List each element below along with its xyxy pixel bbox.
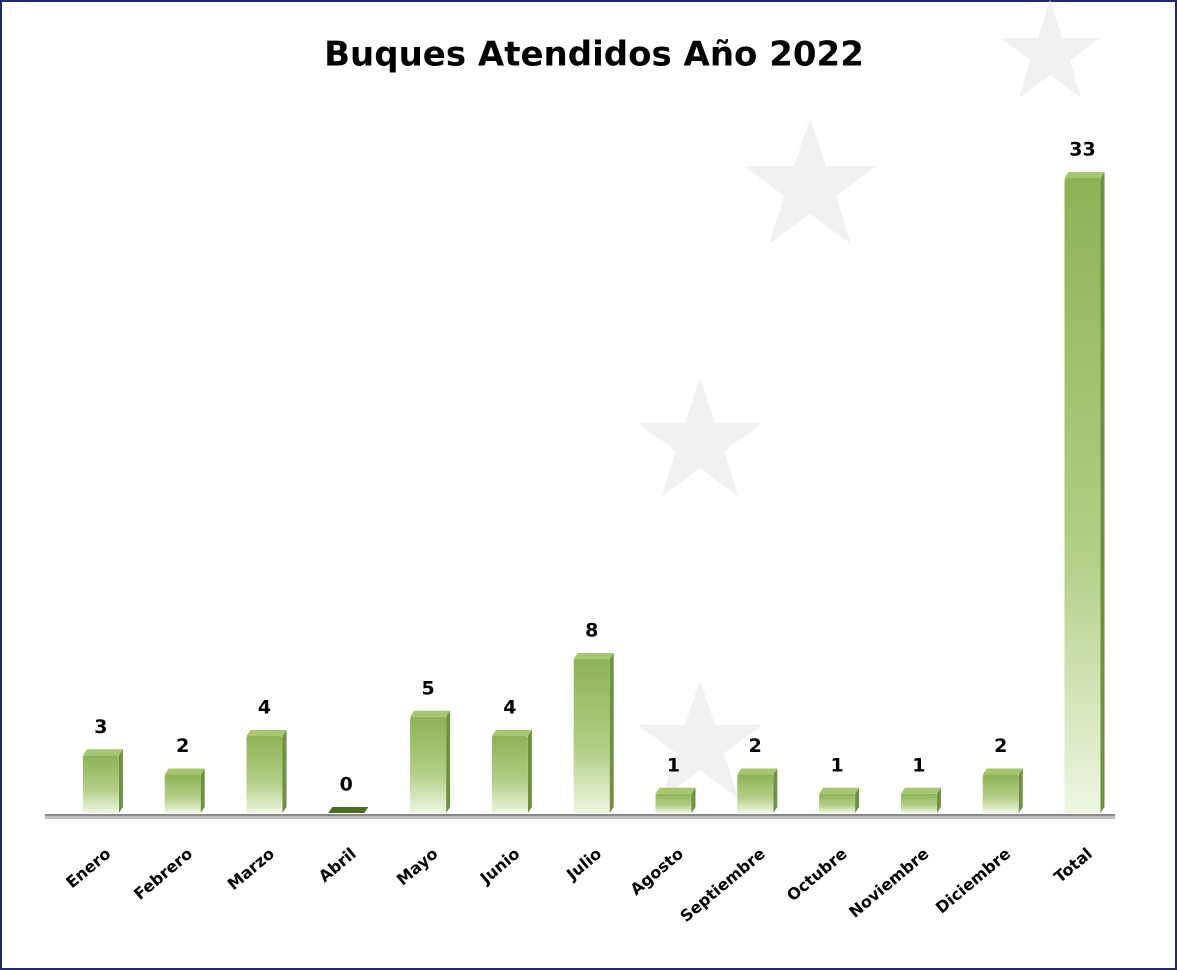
bar-side [283, 730, 287, 813]
bar-side [773, 769, 777, 813]
bar [983, 775, 1019, 813]
bar-side [446, 711, 450, 813]
bar-side [528, 730, 532, 813]
bar [492, 736, 528, 813]
bar [656, 794, 692, 813]
bar-top [492, 730, 532, 736]
bar-side [610, 653, 614, 813]
value-label: 8 [585, 620, 598, 642]
value-label: 2 [749, 735, 762, 757]
bar-top [328, 807, 368, 813]
bar-top [737, 769, 777, 775]
value-label: 1 [912, 754, 925, 776]
value-label: 2 [176, 735, 189, 757]
bar-top [983, 769, 1023, 775]
bar-top [574, 653, 614, 659]
bar-top [83, 749, 123, 755]
bar [574, 659, 610, 813]
value-label: 1 [830, 754, 843, 776]
value-label: 0 [340, 774, 353, 796]
bar-side [201, 769, 205, 813]
page: Buques Atendidos Año 2022 3Enero2Febrero… [0, 0, 1177, 970]
chart-title: Buques Atendidos Año 2022 [324, 35, 864, 75]
bar [819, 794, 855, 813]
bar-top [656, 788, 696, 794]
bar [410, 717, 446, 813]
bar-top [410, 711, 450, 717]
bar-top [1065, 172, 1105, 178]
bar-top [247, 730, 287, 736]
value-label: 5 [421, 677, 434, 699]
value-label: 2 [994, 735, 1007, 757]
value-label: 4 [503, 697, 516, 719]
bar-side [1101, 172, 1105, 813]
value-label: 33 [1069, 139, 1095, 161]
value-label: 1 [667, 754, 680, 776]
value-label: 4 [258, 697, 271, 719]
bar-top [165, 769, 205, 775]
bar [83, 755, 119, 813]
bar [901, 794, 937, 813]
bar [247, 736, 283, 813]
value-label: 3 [94, 716, 107, 738]
bar-top [819, 788, 859, 794]
bar-top [901, 788, 941, 794]
frame [1, 1, 1176, 969]
bar [165, 775, 201, 813]
bar [737, 775, 773, 813]
bar-side [1019, 769, 1023, 813]
bar-side [119, 749, 123, 813]
bar [1065, 178, 1101, 813]
chart: Buques Atendidos Año 2022 3Enero2Febrero… [0, 0, 1177, 970]
